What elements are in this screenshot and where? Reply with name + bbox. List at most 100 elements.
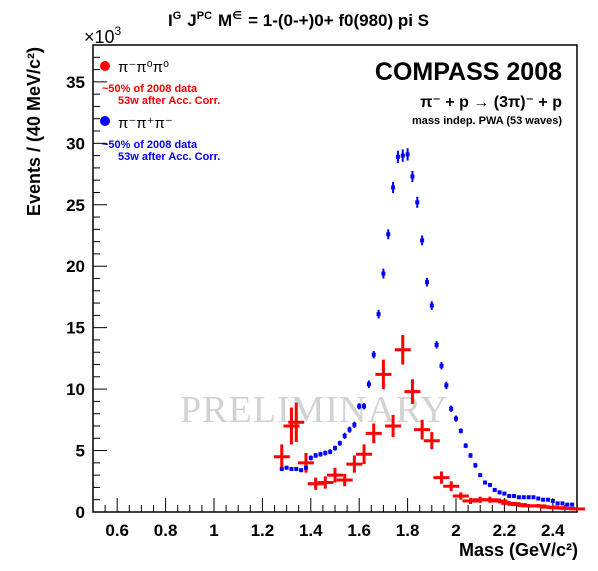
data-point-charged [362, 404, 367, 409]
legend-label-neutral: π⁻π⁰π⁰ [118, 59, 169, 76]
y-tick-label: 5 [76, 442, 85, 461]
data-point-charged [570, 502, 575, 507]
x-tick-label: 2 [451, 521, 460, 540]
tick-labels: 0.6 0.8 1 1.2 1.4 1.6 1.8 2 2.2 2.4 0 5 10 15 20 25 30 35 [66, 73, 565, 540]
series-neutral-points [273, 335, 585, 511]
legend: π⁻π⁰π⁰ ~50% of 2008 data 53w after Acc. … [100, 59, 220, 163]
x-tick-label: 0.6 [105, 521, 129, 540]
data-point-charged [395, 154, 400, 159]
legend-marker-neutral [100, 61, 110, 71]
data-point-charged [507, 494, 512, 499]
data-point-charged [531, 495, 536, 500]
data-point-charged [560, 501, 565, 506]
y-tick-label: 0 [76, 503, 85, 522]
x-tick-label: 1.6 [347, 521, 371, 540]
data-point-charged [376, 312, 381, 317]
data-point-charged [415, 200, 420, 205]
analysis-label: mass indep. PWA (53 waves) [412, 115, 562, 127]
data-point-charged [400, 153, 405, 158]
data-point-charged [284, 465, 289, 470]
y-tick-label: 10 [66, 380, 85, 399]
data-point-charged [429, 303, 434, 308]
data-point-charged [352, 422, 357, 427]
preliminary-watermark: PRELIMINARY [180, 389, 449, 431]
data-point-charged [386, 232, 391, 237]
data-point-charged [328, 449, 333, 454]
data-point-charged [478, 473, 483, 478]
legend-note-charged-1: ~50% of 2008 data [102, 139, 198, 151]
data-point-charged [289, 466, 294, 471]
data-point-charged [521, 495, 526, 500]
data-point-charged [487, 482, 492, 487]
data-point-charged [420, 238, 425, 243]
data-point-charged [424, 280, 429, 285]
x-tick-label: 1.2 [251, 521, 275, 540]
legend-note-charged-2: 53w after Acc. Corr. [118, 151, 220, 163]
data-point-charged [545, 497, 550, 502]
data-point-charged [381, 271, 386, 276]
x-axis-title: Mass (GeV/c²) [459, 540, 578, 560]
data-point-charged [333, 446, 337, 451]
data-point-charged [454, 416, 458, 421]
data-point-charged [516, 495, 521, 500]
data-point-charged [526, 495, 531, 500]
data-point-charged [439, 363, 444, 368]
data-point-charged [550, 498, 555, 503]
data-point-charged [463, 443, 468, 448]
data-point-charged [536, 496, 541, 501]
data-point-charged [366, 382, 371, 387]
chart-title: IG JPC M∈ = 1-(0-+)0+ f0(980) pi S [168, 10, 429, 30]
data-point-charged [294, 466, 299, 471]
data-point-charged [357, 404, 362, 409]
data-point-charged [565, 502, 570, 507]
data-point-charged [405, 152, 410, 157]
data-point-charged [473, 463, 478, 468]
data-point-charged [541, 497, 546, 502]
data-point-charged [483, 480, 488, 485]
data-point-charged [444, 383, 449, 388]
data-point-charged [497, 490, 502, 495]
x-tick-label: 2.4 [541, 521, 565, 540]
legend-marker-charged [100, 116, 110, 126]
y-tick-label: 25 [66, 196, 85, 215]
x-tick-label: 0.8 [154, 521, 178, 540]
data-point-charged [502, 491, 507, 496]
x-tick-label: 1.8 [396, 521, 420, 540]
y-tick-label: 20 [66, 257, 85, 276]
reaction-label: π⁻ + p → (3π)⁻ + p [420, 94, 562, 111]
x-tick-label: 1 [209, 521, 218, 540]
data-point-charged [492, 487, 497, 492]
data-point-charged [299, 468, 304, 473]
data-point-charged [313, 453, 318, 458]
data-point-charged [391, 185, 396, 190]
data-point-charged [347, 427, 352, 432]
data-point-charged [323, 451, 328, 456]
legend-note-neutral-1: ~50% of 2008 data [102, 83, 198, 95]
data-point-charged [468, 453, 473, 458]
data-point-charged [337, 441, 342, 446]
data-point-charged [342, 433, 347, 438]
data-point-charged [410, 174, 415, 179]
data-point-charged [279, 466, 284, 471]
y-tick-label: 15 [66, 319, 85, 338]
x-tick-label: 2.2 [493, 521, 517, 540]
data-point-charged [303, 465, 308, 470]
legend-label-charged: π⁻π⁺π⁻ [118, 115, 173, 132]
data-point-charged [371, 352, 376, 357]
x-tick-label: 1.4 [299, 521, 323, 540]
y-tick-label: 35 [66, 73, 85, 92]
experiment-label: COMPASS 2008 [375, 58, 562, 86]
data-point-charged [318, 452, 323, 457]
y-tick-label: 30 [66, 134, 85, 153]
data-point-charged [512, 494, 517, 499]
y-axis-title: Events / (40 MeV/c²) [24, 47, 44, 216]
data-point-charged [434, 342, 439, 347]
data-point-charged [555, 501, 560, 506]
data-point-charged [449, 406, 454, 411]
data-point-charged [308, 455, 313, 460]
y-axis-multiplier: ×103 [84, 24, 122, 47]
series-charged-points [279, 148, 575, 507]
legend-note-neutral-2: 53w after Acc. Corr. [118, 95, 220, 107]
data-point-charged [458, 428, 463, 433]
